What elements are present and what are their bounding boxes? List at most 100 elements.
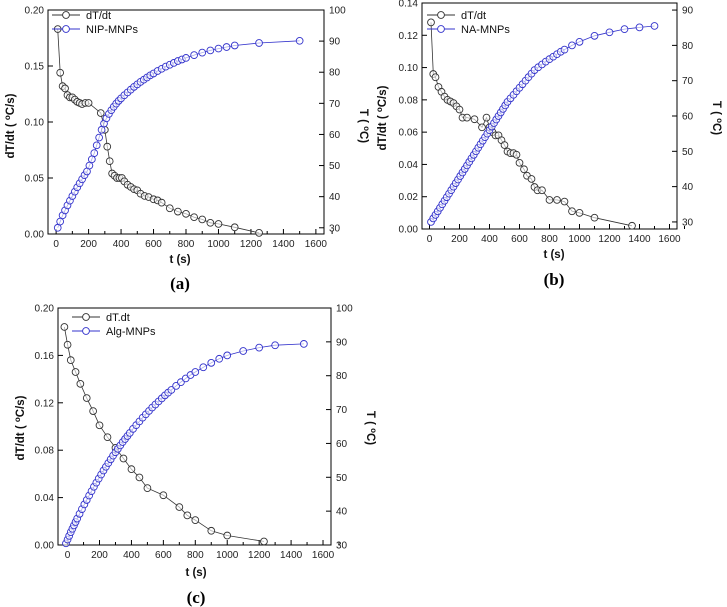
- series-point-0: [260, 537, 268, 546]
- legend-swatch-marker: [62, 11, 70, 19]
- series-point-0: [553, 196, 561, 204]
- panel-a-ylabel-right-text: T (: [357, 109, 369, 123]
- series-point-1: [590, 31, 599, 40]
- series-point-1: [560, 45, 569, 54]
- series-point-1: [223, 351, 232, 360]
- x-tick-label: 800: [178, 239, 195, 250]
- y-right-tick-label: 60: [336, 439, 348, 450]
- y-left-tick-label: 0.08: [35, 446, 55, 457]
- degree-superscript: o: [715, 118, 724, 123]
- series-point-0: [56, 68, 65, 77]
- y-right-tick-label: 70: [682, 76, 694, 87]
- series-point-0: [538, 186, 546, 195]
- series-point-0: [478, 123, 486, 132]
- panel-c-xlabel: t (s): [185, 567, 206, 579]
- series-point-0: [105, 157, 114, 166]
- x-tick-label: 200: [451, 234, 468, 245]
- panel-c-ylabel-left-text: dT/dt (: [15, 425, 27, 460]
- series-point-0: [119, 454, 128, 463]
- series-point-0: [255, 229, 263, 237]
- y-right-tick-label: 50: [682, 147, 694, 158]
- series-point-0: [63, 340, 72, 349]
- series-point-0: [545, 196, 554, 204]
- y-left-tick-label: 0.05: [25, 174, 45, 185]
- series-point-0: [515, 158, 524, 167]
- series-point-0: [159, 491, 168, 500]
- y-right-tick-label: 50: [336, 473, 348, 484]
- y-left-tick-label: 0.04: [35, 493, 55, 504]
- y-left-tick-label: 0.06: [399, 128, 419, 139]
- series-point-1: [255, 343, 264, 352]
- y-right-tick-label: 40: [329, 192, 341, 203]
- y-left-tick-label: 0.04: [399, 160, 419, 171]
- y-right-tick-label: 60: [329, 130, 341, 141]
- series-point-1: [575, 37, 584, 46]
- series-point-0: [175, 503, 184, 511]
- panel-a: dT/dt ( oC/s) T ( oC) t (s) (a) 0 200 400 6…: [3, 6, 371, 294]
- series-point-0: [191, 516, 200, 524]
- series-point-0: [84, 99, 93, 107]
- x-tick-label: 0: [65, 550, 71, 561]
- panel-c-ylabel-right: T ( oC): [364, 411, 378, 445]
- series-point-0: [127, 465, 136, 474]
- series-point-1: [295, 36, 304, 45]
- series-point-0: [96, 109, 105, 117]
- panel-a-xlabel: t (s): [169, 254, 190, 266]
- series-point-1: [95, 133, 103, 142]
- series-point-0: [82, 394, 91, 402]
- y-left-tick-label: 0.15: [25, 62, 45, 73]
- x-tick-label: 600: [145, 239, 162, 250]
- series-point-0: [470, 115, 479, 124]
- degree-superscript: o: [375, 107, 384, 112]
- series-point-0: [575, 209, 584, 217]
- series-point-1: [90, 149, 99, 157]
- panel-a-ylabel-right: T ( oC): [357, 109, 371, 143]
- y-right-tick-label: 90: [329, 37, 341, 48]
- series-point-1: [222, 43, 231, 51]
- series-point-0: [500, 141, 509, 149]
- y-left-tick-label: 0.20: [25, 6, 45, 17]
- unit-text: C): [357, 131, 369, 143]
- series-point-0: [143, 484, 152, 492]
- y-left-tick-label: 0.00: [399, 225, 419, 236]
- y-right-tick-label: 70: [329, 99, 341, 110]
- series-point-0: [590, 213, 599, 222]
- y-left-tick-label: 0.00: [35, 541, 55, 552]
- panel-b-ylabel-left-text: dT/dt (: [377, 115, 389, 150]
- series-point-0: [214, 220, 223, 228]
- series-line-1: [57, 40, 300, 228]
- y-left-tick-label: 0.02: [399, 192, 419, 203]
- y-right-tick-label: 80: [336, 371, 348, 382]
- series-point-0: [198, 215, 207, 224]
- series-point-1: [182, 54, 190, 62]
- series-line-0: [64, 326, 264, 542]
- y-left-tick-label: 0.00: [25, 230, 45, 241]
- series-point-0: [527, 175, 536, 183]
- y-right-tick-label: 30: [336, 541, 348, 552]
- plot-frame: [57, 307, 332, 546]
- series-point-1: [650, 22, 659, 30]
- series-point-0: [628, 221, 636, 230]
- x-tick-label: 200: [80, 239, 97, 250]
- series-point-0: [183, 511, 192, 520]
- x-tick-label: 1600: [305, 239, 328, 250]
- series-point-0: [89, 407, 97, 415]
- x-tick-label: 800: [187, 550, 204, 561]
- legend-label: Alg-MNPs: [106, 326, 156, 338]
- series-point-1: [206, 46, 215, 55]
- y-left-tick-label: 0.10: [25, 118, 45, 129]
- legend-swatch-marker: [437, 25, 445, 33]
- unit-text: C): [710, 123, 722, 135]
- y-right-tick-label: 40: [682, 182, 694, 193]
- y-right-tick-label: 100: [329, 6, 346, 17]
- series-point-0: [427, 18, 435, 27]
- degree-superscript: o: [13, 417, 22, 422]
- y-left-tick-label: 0.12: [399, 31, 419, 42]
- x-tick-label: 0: [427, 234, 433, 245]
- series-point-0: [66, 356, 75, 364]
- series-point-1: [620, 25, 629, 33]
- series-point-1: [92, 141, 101, 150]
- y-right-tick-label: 50: [329, 161, 341, 172]
- legend-label: NIP-MNPs: [86, 24, 138, 36]
- x-tick-label: 800: [541, 234, 558, 245]
